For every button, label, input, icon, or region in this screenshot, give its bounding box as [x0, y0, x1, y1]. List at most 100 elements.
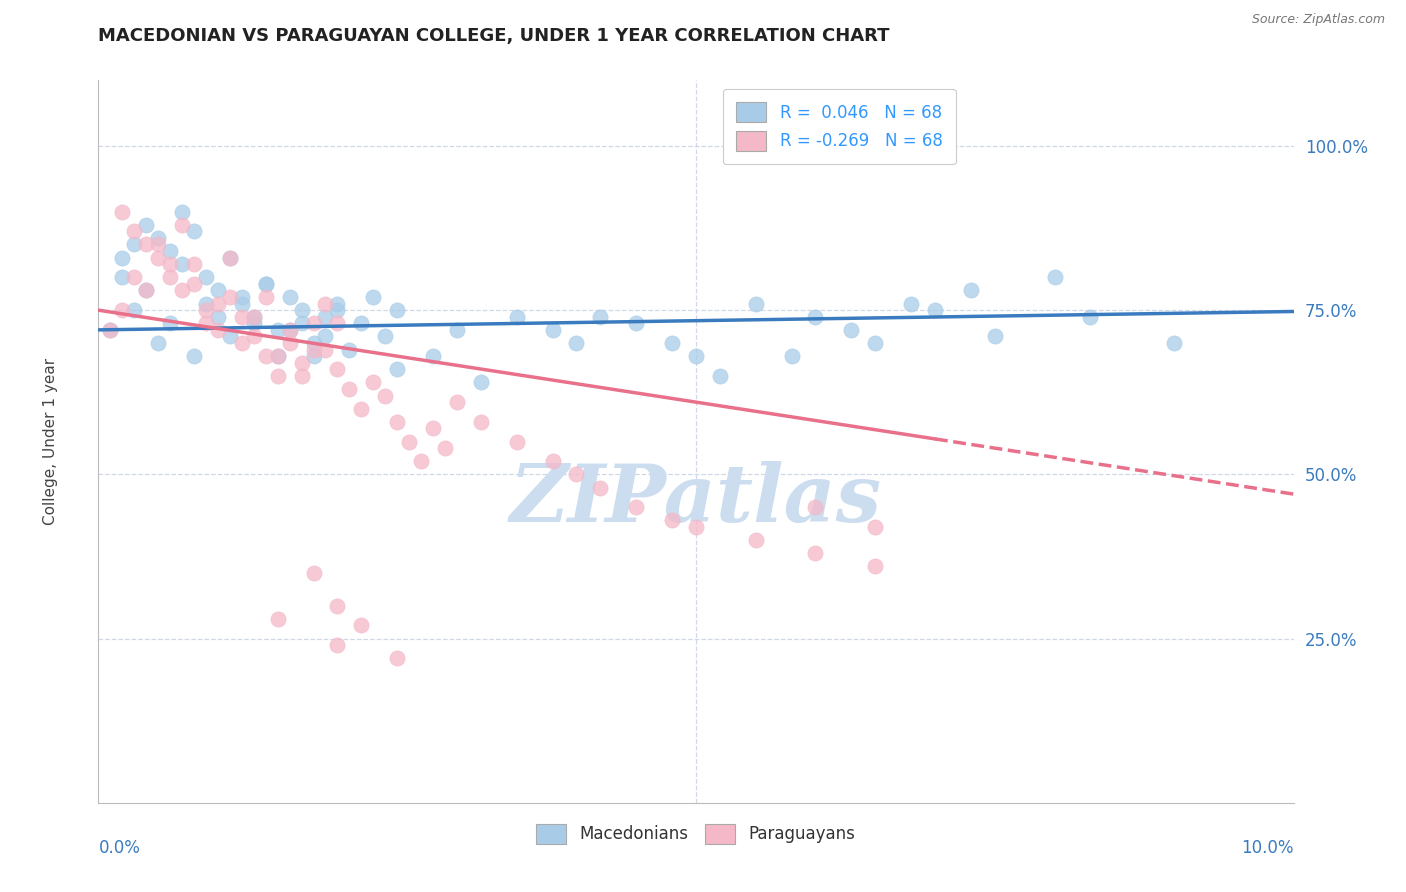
- Point: [326, 362, 349, 376]
- Point: [385, 651, 409, 665]
- Point: [124, 224, 146, 238]
- Point: [374, 329, 396, 343]
- Point: [183, 349, 205, 363]
- Point: [422, 421, 444, 435]
- Point: [231, 290, 253, 304]
- Point: [398, 434, 420, 449]
- Point: [124, 270, 146, 285]
- Point: [267, 612, 290, 626]
- Point: [363, 290, 385, 304]
- Point: [111, 204, 134, 219]
- Point: [254, 277, 277, 291]
- Point: [302, 349, 325, 363]
- Point: [709, 368, 731, 383]
- Point: [326, 316, 349, 330]
- Point: [411, 454, 433, 468]
- Point: [231, 336, 253, 351]
- Point: [148, 336, 170, 351]
- Point: [865, 520, 887, 534]
- Point: [183, 277, 205, 291]
- Point: [350, 316, 373, 330]
- Point: [148, 251, 170, 265]
- Point: [98, 323, 122, 337]
- Point: [254, 277, 277, 291]
- Point: [626, 316, 648, 330]
- Text: MACEDONIAN VS PARAGUAYAN COLLEGE, UNDER 1 YEAR CORRELATION CHART: MACEDONIAN VS PARAGUAYAN COLLEGE, UNDER …: [98, 27, 890, 45]
- Point: [291, 303, 314, 318]
- Point: [172, 284, 194, 298]
- Point: [924, 303, 946, 318]
- Point: [243, 310, 266, 324]
- Point: [984, 329, 1007, 343]
- Point: [685, 349, 707, 363]
- Point: [291, 316, 314, 330]
- Point: [865, 336, 887, 351]
- Point: [231, 296, 253, 310]
- Point: [195, 296, 218, 310]
- Point: [159, 270, 181, 285]
- Point: [219, 290, 242, 304]
- Point: [195, 270, 218, 285]
- Point: [243, 316, 266, 330]
- Point: [219, 251, 242, 265]
- Point: [278, 323, 301, 337]
- Point: [254, 290, 277, 304]
- Point: [278, 336, 301, 351]
- Point: [302, 336, 325, 351]
- Point: [446, 395, 468, 409]
- Point: [243, 310, 266, 324]
- Point: [315, 329, 337, 343]
- Legend: Macedonians, Paraguayans: Macedonians, Paraguayans: [529, 815, 863, 852]
- Point: [470, 415, 492, 429]
- Point: [159, 316, 181, 330]
- Point: [207, 323, 229, 337]
- Point: [506, 310, 529, 324]
- Point: [159, 257, 181, 271]
- Point: [254, 349, 277, 363]
- Point: [804, 500, 827, 515]
- Point: [267, 368, 290, 383]
- Point: [111, 303, 134, 318]
- Point: [470, 376, 492, 390]
- Point: [589, 481, 612, 495]
- Point: [326, 303, 349, 318]
- Point: [98, 323, 122, 337]
- Point: [960, 284, 983, 298]
- Point: [315, 310, 337, 324]
- Point: [172, 218, 194, 232]
- Point: [159, 244, 181, 258]
- Point: [148, 231, 170, 245]
- Point: [291, 356, 314, 370]
- Point: [661, 336, 683, 351]
- Point: [135, 218, 157, 232]
- Point: [315, 296, 337, 310]
- Point: [302, 343, 325, 357]
- Point: [135, 284, 157, 298]
- Point: [350, 618, 373, 632]
- Point: [124, 237, 146, 252]
- Point: [626, 500, 648, 515]
- Point: [135, 237, 157, 252]
- Point: [565, 336, 588, 351]
- Point: [219, 251, 242, 265]
- Point: [446, 323, 468, 337]
- Point: [148, 237, 170, 252]
- Point: [900, 296, 922, 310]
- Point: [195, 316, 218, 330]
- Point: [385, 362, 409, 376]
- Point: [780, 349, 803, 363]
- Point: [589, 310, 612, 324]
- Point: [278, 323, 301, 337]
- Point: [841, 323, 863, 337]
- Point: [661, 513, 683, 527]
- Text: Source: ZipAtlas.com: Source: ZipAtlas.com: [1251, 13, 1385, 27]
- Text: ZIPatlas: ZIPatlas: [510, 460, 882, 538]
- Point: [243, 329, 266, 343]
- Point: [135, 284, 157, 298]
- Point: [172, 257, 194, 271]
- Point: [374, 388, 396, 402]
- Point: [302, 316, 325, 330]
- Point: [124, 303, 146, 318]
- Point: [195, 303, 218, 318]
- Point: [385, 303, 409, 318]
